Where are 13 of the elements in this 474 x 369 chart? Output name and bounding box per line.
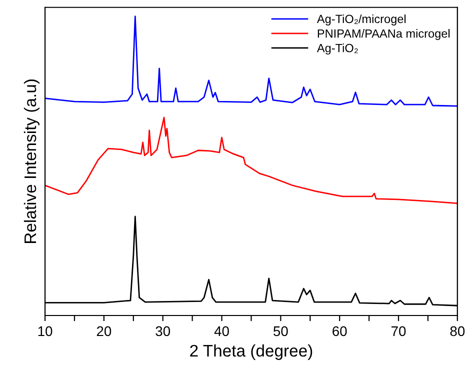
x-tick-label: 10 — [38, 326, 52, 336]
y-axis-title: Relative Intensity (a.u) — [24, 80, 40, 243]
legend-label: PNIPAM/PAANa microgel — [318, 29, 450, 40]
x-axis-title: 2 Theta (degree) — [190, 344, 312, 360]
legend-label: Ag-TiO₂/microgel — [316, 14, 406, 26]
x-tick-label: 30 — [156, 326, 170, 336]
x-tick-label: 70 — [391, 326, 406, 336]
x-tick-label: 40 — [214, 326, 229, 336]
x-tick-label: 60 — [332, 326, 347, 336]
x-tick-label: 80 — [450, 326, 465, 336]
x-tick-label: 50 — [274, 326, 288, 336]
x-tick-label: 20 — [96, 326, 112, 336]
legend-label: Ag-TiO₂ — [316, 44, 358, 55]
